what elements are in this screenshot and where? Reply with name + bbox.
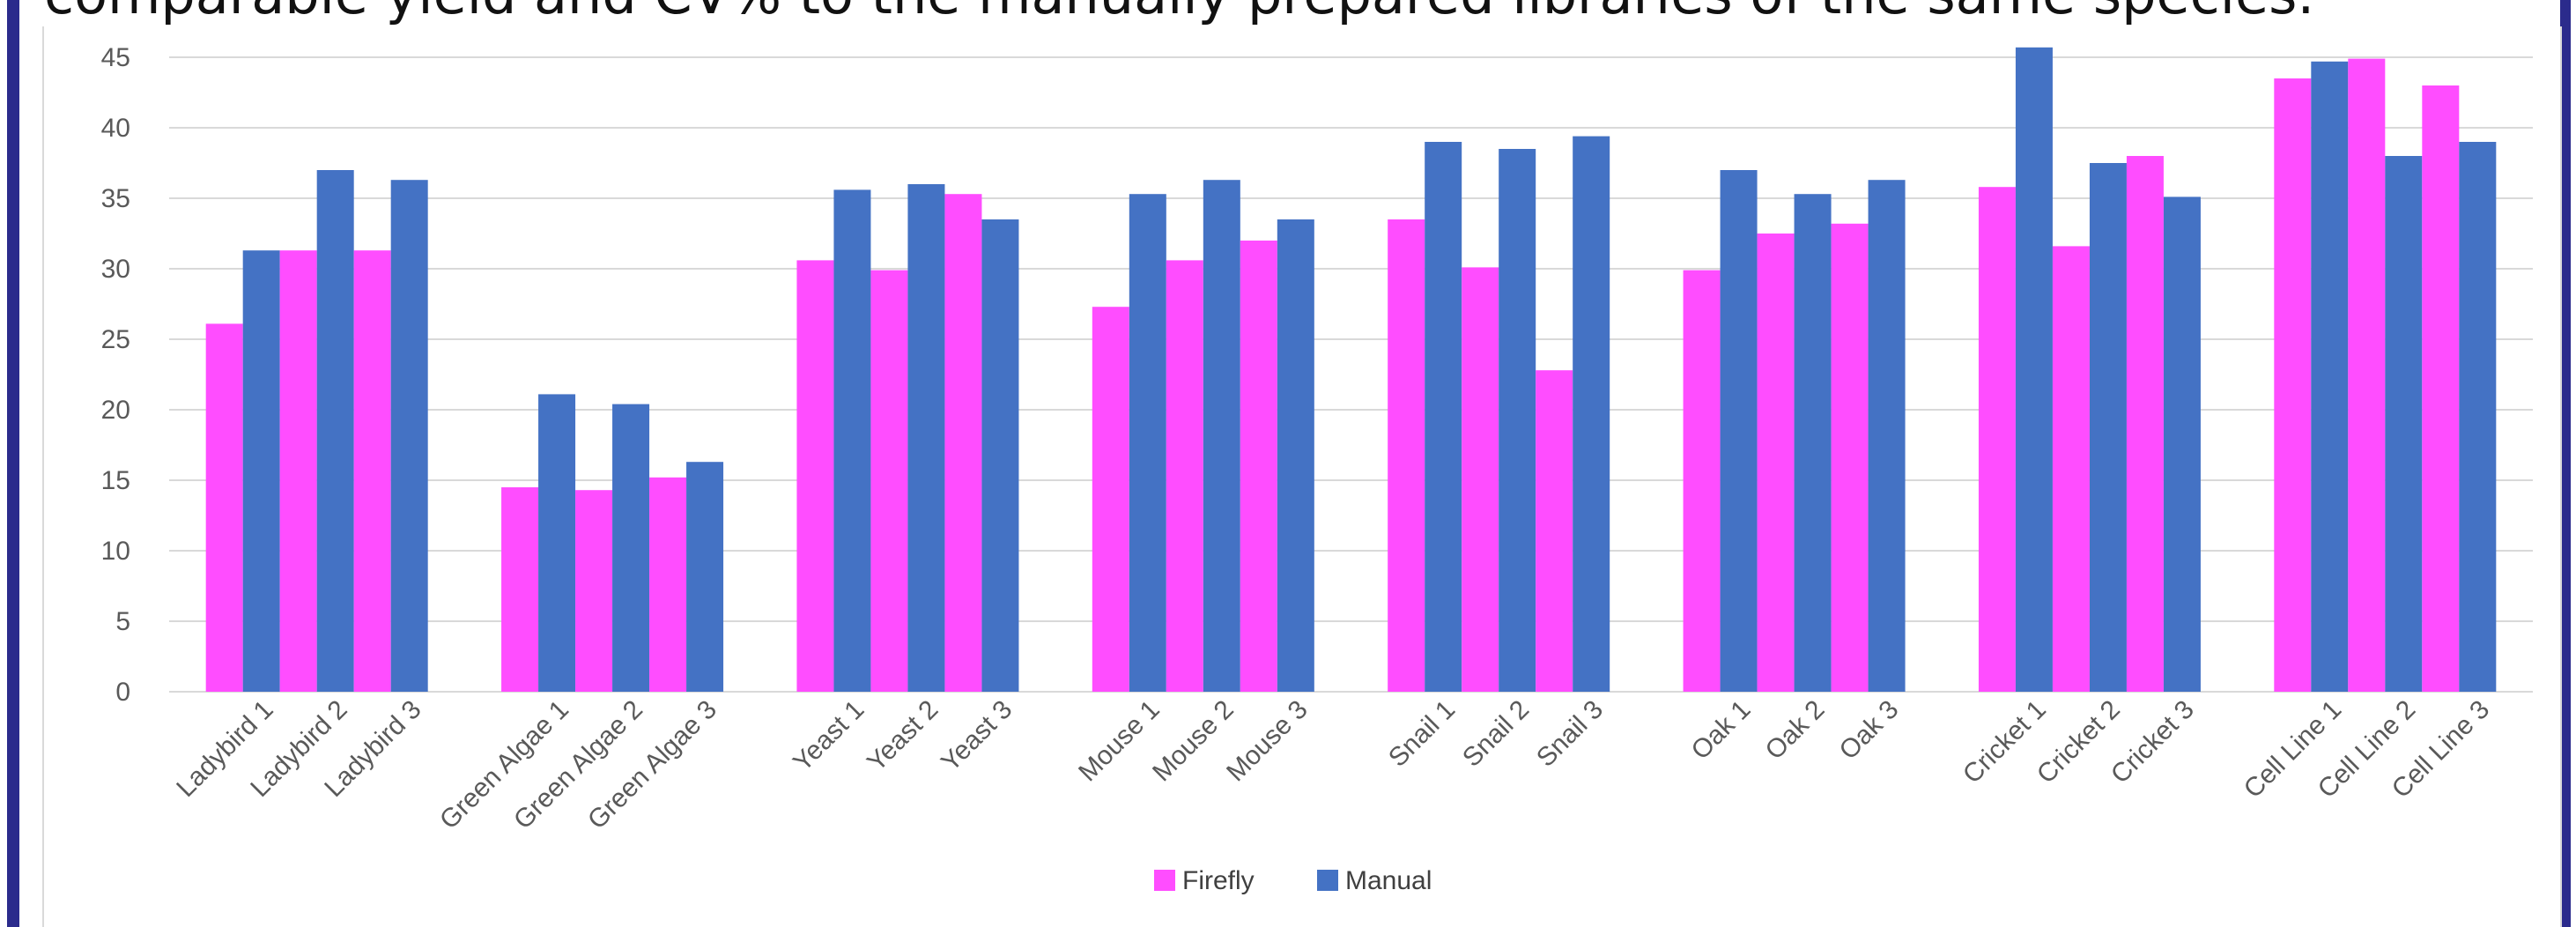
y-tick-label: 0 xyxy=(115,678,130,707)
y-tick-label: 40 xyxy=(101,114,130,143)
caption-text: comparable yield and CV% to the manually… xyxy=(44,0,2564,30)
x-tick-label: Yeast 1 xyxy=(788,695,870,777)
bar-firefly xyxy=(2052,246,2090,692)
bar-firefly xyxy=(1092,307,1129,692)
chart-area-frame xyxy=(42,26,2562,927)
x-tick-label: Snail 1 xyxy=(1383,695,1461,773)
bar-firefly xyxy=(2422,85,2460,692)
x-tick-label: Snail 2 xyxy=(1457,695,1535,773)
bar-firefly xyxy=(353,250,391,692)
bar-manual xyxy=(907,184,945,692)
bar-manual xyxy=(833,189,871,692)
bar-manual xyxy=(1129,194,1166,692)
x-tick-label: Green Algae 3 xyxy=(582,695,722,835)
bar-manual xyxy=(1794,194,1832,692)
y-tick-label: 25 xyxy=(101,325,130,354)
y-tick-label: 5 xyxy=(115,607,130,636)
bar-firefly xyxy=(1831,223,1869,693)
bar-manual xyxy=(242,250,280,692)
bar-firefly xyxy=(501,487,539,692)
bar-manual xyxy=(1499,149,1536,692)
legend-swatch-manual xyxy=(1317,870,1338,891)
bar-firefly xyxy=(870,270,908,692)
bar-firefly xyxy=(279,250,317,692)
bar-manual xyxy=(981,219,1019,692)
bar-manual xyxy=(612,404,650,692)
bar-manual xyxy=(2311,61,2349,693)
bar-manual xyxy=(2459,142,2497,692)
legend-label-manual: Manual xyxy=(1345,866,1432,895)
legend-swatch-firefly xyxy=(1154,870,1175,891)
y-tick-label: 15 xyxy=(101,466,130,495)
bar-manual xyxy=(538,394,576,692)
x-tick-label: Oak 1 xyxy=(1686,695,1757,766)
bar-firefly xyxy=(1388,219,1425,692)
bar-manual xyxy=(2385,156,2423,692)
bar-manual xyxy=(1573,136,1610,693)
x-tick-label: Oak 3 xyxy=(1834,695,1905,766)
x-tick-label: Mouse 1 xyxy=(1073,695,1166,788)
slide-right-border xyxy=(2560,0,2571,927)
x-tick-label: Snail 3 xyxy=(1531,695,1609,773)
bar-firefly xyxy=(575,490,613,692)
bar-firefly xyxy=(944,194,982,692)
x-tick-label: Cricket 3 xyxy=(2106,695,2200,790)
bar-manual xyxy=(1277,219,1314,692)
bar-firefly xyxy=(796,260,834,692)
bar-firefly xyxy=(1240,241,1277,692)
bar-firefly xyxy=(1462,267,1499,692)
x-tick-label: Yeast 3 xyxy=(936,695,1018,777)
x-tick-label: Yeast 2 xyxy=(862,695,944,777)
bar-manual xyxy=(2163,197,2201,692)
bar-manual xyxy=(390,180,428,692)
bar-firefly xyxy=(649,477,687,692)
bar-firefly xyxy=(1166,260,1203,692)
x-tick-label: Green Algae 1 xyxy=(434,695,574,835)
bar-manual xyxy=(1203,180,1240,692)
x-tick-label: Oak 2 xyxy=(1760,695,1831,766)
bar-firefly xyxy=(1757,234,1795,692)
y-tick-label: 30 xyxy=(101,255,130,284)
x-tick-label: Green Algae 2 xyxy=(508,695,648,835)
bar-firefly xyxy=(1536,370,1573,692)
bar-manual xyxy=(1425,142,1462,692)
bar-firefly xyxy=(1978,187,2016,692)
bar-manual xyxy=(2089,163,2127,692)
y-tick-label: 20 xyxy=(101,396,130,425)
bar-firefly xyxy=(205,323,243,692)
bar-manual xyxy=(1720,170,1758,692)
bar-manual xyxy=(1868,180,1906,692)
legend-label-firefly: Firefly xyxy=(1182,866,1255,895)
y-tick-label: 45 xyxy=(101,43,130,72)
y-tick-label: 10 xyxy=(101,537,130,566)
x-tick-label: Mouse 2 xyxy=(1147,695,1240,788)
bar-manual xyxy=(2015,47,2053,693)
bar-manual xyxy=(686,462,724,692)
y-tick-label: 35 xyxy=(101,184,130,213)
bar-firefly xyxy=(2126,156,2164,692)
slide-left-border xyxy=(7,0,19,927)
bar-firefly xyxy=(2274,78,2312,692)
x-tick-label: Mouse 3 xyxy=(1221,695,1314,788)
bar-manual xyxy=(316,170,354,692)
bar-firefly xyxy=(2348,58,2386,693)
bar-firefly xyxy=(1683,270,1721,692)
